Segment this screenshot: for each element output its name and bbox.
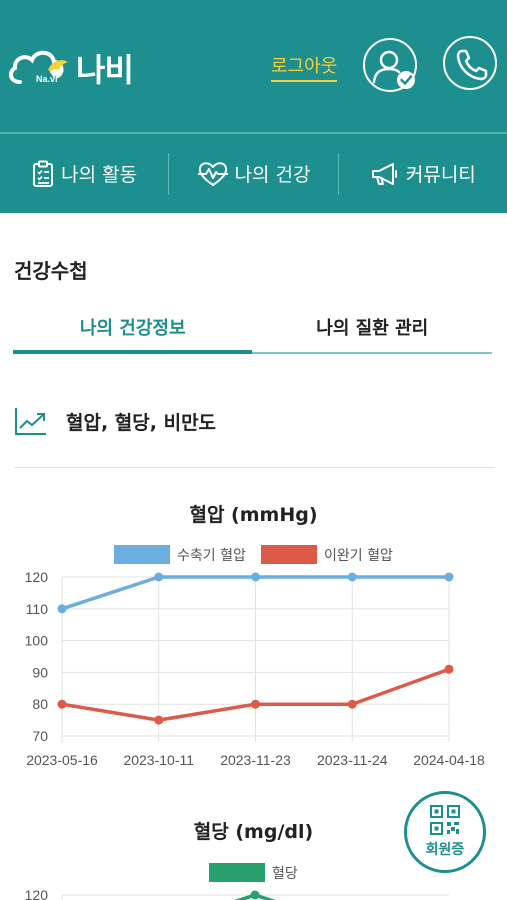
tab-active-indicator: [13, 350, 252, 354]
bp-data-point: [57, 699, 67, 709]
qr-code-icon: [430, 805, 460, 835]
nav-item-label: 커뮤니티: [405, 164, 476, 186]
bp-data-point: [154, 715, 164, 725]
bp-ytick-label: 120: [25, 569, 49, 585]
bp-ytick-label: 80: [32, 696, 48, 712]
nav-item-community[interactable]: 커뮤니티: [339, 134, 507, 213]
heart-pulse-icon: [197, 161, 228, 186]
nav-item-my-activity[interactable]: 나의 활동: [0, 134, 168, 213]
bp-chart-title: 혈압 (mmHg): [189, 504, 318, 526]
bp-data-point: [347, 572, 357, 582]
bp-chart: 수축기 혈압 이완기 혈압 120 110 100 90 80 70 2023-05-16 20…: [25, 545, 485, 768]
section-divider: [14, 467, 495, 468]
nav-item-my-health[interactable]: 나의 건강: [169, 134, 337, 213]
bp-ytick-label: 100: [25, 633, 49, 649]
glucose-legend: 혈당: [209, 863, 298, 882]
nav-divider: [337, 152, 339, 195]
nav-item-label: 나의 활동: [61, 164, 138, 186]
glucose-chart: 혈당 120: [25, 863, 449, 900]
main-nav: 나의 활동 나의 건강 커뮤니티: [0, 134, 507, 213]
bp-data-point: [444, 572, 454, 582]
bp-tick-labels: 120 110 100 90 80 70 2023-05-16 2023-10-11 2023-…: [25, 569, 485, 768]
tab-my-health-info[interactable]: 나의 건강정보: [79, 318, 186, 339]
phone-button[interactable]: [443, 36, 497, 90]
bp-xtick-label: 2023-05-16: [26, 752, 98, 768]
navi-logo[interactable]: Na.vi 나비: [6, 46, 134, 90]
app-header: Na.vi 나비 로그아웃: [0, 0, 507, 132]
phone-icon: [456, 49, 488, 81]
section-header: 혈압, 혈당, 비만도: [14, 406, 216, 436]
header-divider: [0, 132, 507, 134]
bp-ytick-label: 70: [32, 728, 48, 744]
cloud-logo-icon: Na.vi: [6, 46, 72, 90]
nav-divider: [168, 152, 170, 195]
bp-data-point: [444, 664, 454, 674]
bp-data-point: [154, 572, 164, 582]
bp-xtick-label: 2023-11-23: [220, 752, 291, 768]
tab-my-disease-management[interactable]: 나의 질환 관리: [316, 318, 429, 339]
membership-card-button[interactable]: 회원증: [404, 791, 486, 873]
glucose-series: [233, 890, 277, 900]
glucose-legend-label: 혈당: [272, 866, 298, 882]
bp-xtick-label: 2023-11-24: [317, 752, 388, 768]
glucose-chart-title: 혈당 (mg/dl): [193, 821, 314, 843]
glucose-ytick-label: 120: [25, 887, 49, 900]
glucose-legend-swatch: [209, 863, 265, 882]
bp-legend-label: 이완기 혈압: [324, 548, 393, 564]
bp-ytick-label: 110: [26, 601, 49, 617]
user-profile-button[interactable]: [363, 38, 417, 92]
page-title: 건강수첩: [14, 259, 88, 283]
tab-underline: [13, 352, 492, 354]
user-check-icon: [372, 50, 415, 89]
bp-xtick-label: 2023-10-11: [123, 752, 194, 768]
bp-data-point: [347, 699, 357, 709]
nav-item-label: 나의 건강: [234, 164, 311, 186]
bp-series: [57, 572, 454, 725]
bp-data-point: [57, 604, 67, 614]
health-tabs: 나의 건강정보 나의 질환 관리: [13, 304, 492, 356]
glucose-data-point: [250, 890, 260, 900]
bp-data-point: [251, 699, 260, 709]
membership-card-label: 회원증: [425, 842, 465, 858]
bp-legend: 수축기 혈압 이완기 혈압: [114, 545, 393, 564]
trend-chart-icon: [15, 408, 46, 435]
bp-xtick-label: 2024-04-18: [413, 752, 485, 768]
bp-data-point: [251, 572, 260, 582]
logout-link[interactable]: 로그아웃: [271, 56, 338, 82]
bp-grid: [61, 576, 450, 742]
logo-subtext: Na.vi: [36, 74, 58, 84]
glucose-tick-labels: 120: [25, 887, 49, 900]
section-label: 혈압, 혈당, 비만도: [66, 411, 217, 434]
megaphone-icon: [371, 162, 397, 185]
bp-legend-label: 수축기 혈압: [177, 548, 246, 564]
bp-legend-swatch: [261, 545, 317, 564]
bp-ytick-label: 90: [32, 664, 48, 680]
bp-legend-swatch: [114, 545, 170, 564]
clipboard-list-icon: [33, 160, 54, 187]
logo-text: 나비: [76, 51, 134, 89]
